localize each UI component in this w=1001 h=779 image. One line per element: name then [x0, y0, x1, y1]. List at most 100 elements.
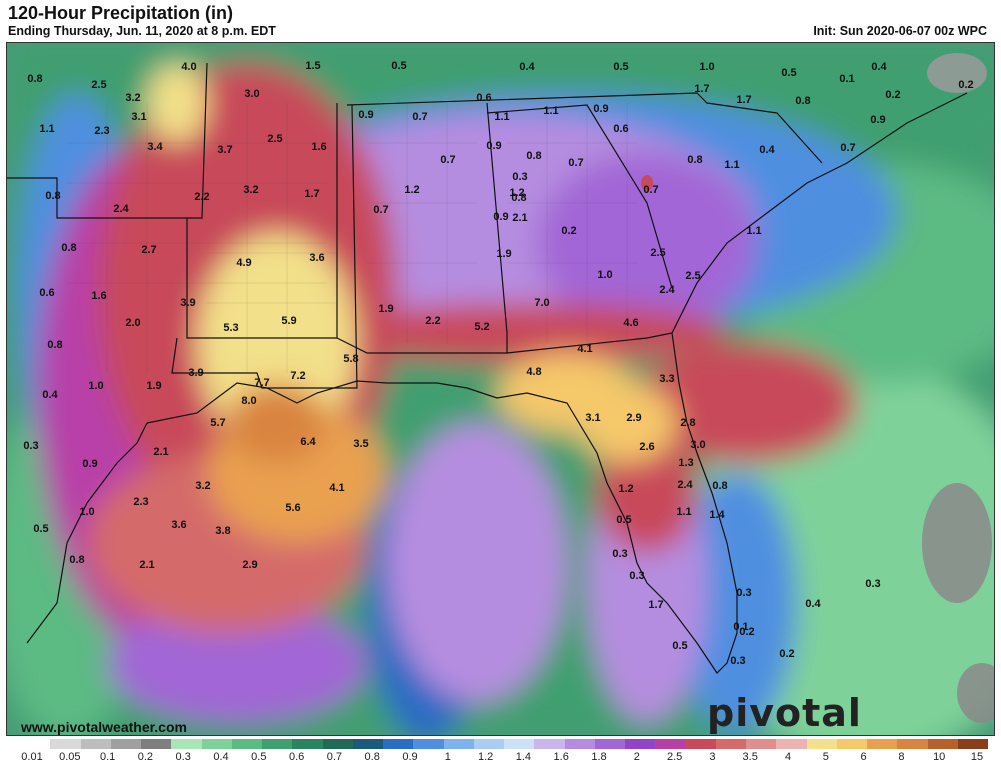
precip-value-label: 0.3 [629, 570, 645, 582]
legend-swatch [443, 739, 474, 749]
precip-value-label: 0.5 [391, 60, 407, 72]
precip-value-label: 1.1 [39, 123, 55, 135]
legend-tick-label: 4 [784, 751, 792, 763]
precip-value-label: 1.7 [736, 94, 752, 106]
precip-value-label: 0.1 [839, 73, 855, 85]
legend-tick-label: 2.5 [666, 751, 683, 763]
legend-tick-label: 10 [933, 751, 946, 763]
precip-value-label: 3.1 [131, 111, 147, 123]
precip-value-label: 1.0 [699, 61, 715, 73]
precip-value-label: 0.9 [82, 458, 98, 470]
legend-swatches [20, 739, 988, 749]
precip-value-label: 1.7 [304, 188, 320, 200]
map-title: 120-Hour Precipitation (in) [8, 3, 234, 23]
legend-tick-label: 1.6 [553, 751, 569, 763]
legend-swatch [110, 739, 141, 749]
precip-value-label: 0.7 [373, 204, 389, 216]
legend-swatch [141, 739, 172, 749]
precip-value-label: 0.4 [759, 144, 775, 156]
precip-value-label: 0.3 [512, 171, 528, 183]
precip-value-label: 2.1 [153, 446, 169, 458]
precip-value-label: 1.6 [311, 141, 327, 153]
precip-value-label: 0.8 [511, 192, 527, 204]
precip-value-label: 0.9 [493, 211, 509, 223]
precip-value-label: 2.8 [680, 417, 696, 429]
legend-tick-label: 6 [860, 751, 867, 763]
website-credit: www.pivotalweather.com [21, 719, 187, 735]
legend-swatch [473, 739, 504, 749]
precip-value-label: 3.5 [353, 438, 369, 450]
legend-ticks: 0.01 0.05 0.1 0.2 0.3 0.4 0.5 0.6 0.7 0.8 0.9 1 1.2 1… [6, 751, 995, 771]
legend-tick-label: 0.5 [251, 751, 267, 763]
legend-tick-label: 5 [822, 751, 829, 763]
map-subtitle: Ending Thursday, Jun. 11, 2020 at 8 p.m.… [8, 24, 276, 38]
precip-value-label: 0.8 [526, 150, 542, 162]
legend-tick-label: 0.6 [288, 751, 305, 763]
legend-tick-label: 0.05 [59, 751, 81, 763]
precip-value-label: 0.2 [779, 648, 795, 660]
precip-value-label: 0.4 [805, 598, 821, 610]
precip-value-label: 0.7 [412, 111, 428, 123]
legend-tick-label: 1.2 [477, 751, 494, 763]
precip-value-label: 3.1 [585, 412, 601, 424]
precip-value-label: 1.7 [648, 599, 664, 611]
legend-tick-label: 8 [898, 751, 905, 763]
precip-value-label: 0.7 [568, 157, 584, 169]
precip-value-label: 1.0 [88, 380, 104, 392]
legend-swatch [776, 739, 807, 749]
legend-swatch [625, 739, 656, 749]
precip-value-label: 0.2 [885, 89, 901, 101]
precip-value-label: 1.9 [146, 380, 162, 392]
legend-swatch [746, 739, 777, 749]
precip-value-label: 1.2 [404, 184, 420, 196]
legend-swatch [171, 739, 202, 749]
legend-swatch [20, 739, 51, 749]
precip-value-label: 0.6 [476, 92, 492, 104]
precip-value-label: 5.2 [474, 321, 490, 333]
precip-value-label: 0.6 [613, 123, 629, 135]
legend-swatch [413, 739, 444, 749]
legend-swatch [80, 739, 111, 749]
legend-swatch [594, 739, 625, 749]
precip-value-label: 0.7 [840, 142, 856, 154]
map-canvas [7, 43, 994, 735]
precip-value-label: 0.8 [27, 73, 43, 85]
precip-value-label: 0.6 [39, 287, 55, 299]
precip-value-label: 5.8 [343, 353, 359, 365]
precip-value-label: 1.5 [305, 60, 321, 72]
precip-value-label: 1.1 [494, 111, 510, 123]
legend-tick-label: 0.8 [364, 751, 380, 763]
legend-tick-label: 0.9 [402, 751, 418, 763]
legend-swatch [292, 739, 323, 749]
precip-value-label: 7.0 [534, 297, 550, 309]
precip-value-label: 0.3 [865, 578, 881, 590]
precip-value-label: 1.1 [724, 159, 740, 171]
precip-value-label: 7.2 [290, 370, 306, 382]
legend-swatch [715, 739, 746, 749]
precip-value-label: 1.0 [79, 506, 95, 518]
precip-value-label: 1.4 [709, 509, 725, 521]
precip-value-label: 1.0 [597, 269, 613, 281]
precip-value-label: 1.2 [618, 483, 634, 495]
precip-value-label: 3.2 [243, 184, 259, 196]
precip-value-label: 1.7 [694, 83, 710, 95]
precip-value-label: 1.9 [496, 248, 512, 260]
precip-value-label: 3.4 [147, 141, 163, 153]
legend-tick-label: 3 [709, 751, 716, 763]
precip-value-label: 0.8 [47, 339, 63, 351]
header: 120-Hour Precipitation (in) Ending Thurs… [0, 0, 1001, 42]
precip-value-label: 4.6 [623, 317, 639, 329]
precip-value-label: 0.9 [358, 109, 374, 121]
precip-value-label: 3.7 [217, 144, 233, 156]
precip-value-label: 0.3 [730, 655, 746, 667]
precip-value-label: 4.8 [526, 366, 542, 378]
precip-value-label: 0.9 [593, 103, 609, 115]
precip-value-label: 2.2 [194, 191, 210, 203]
precip-value-label: 2.4 [113, 203, 129, 215]
precip-value-label: 0.5 [781, 67, 797, 79]
precip-value-label: 0.8 [69, 554, 85, 566]
legend-swatch [836, 739, 867, 749]
legend-swatch [806, 739, 837, 749]
precip-value-label: 0.3 [23, 440, 39, 452]
precip-value-label: 2.4 [677, 479, 693, 491]
